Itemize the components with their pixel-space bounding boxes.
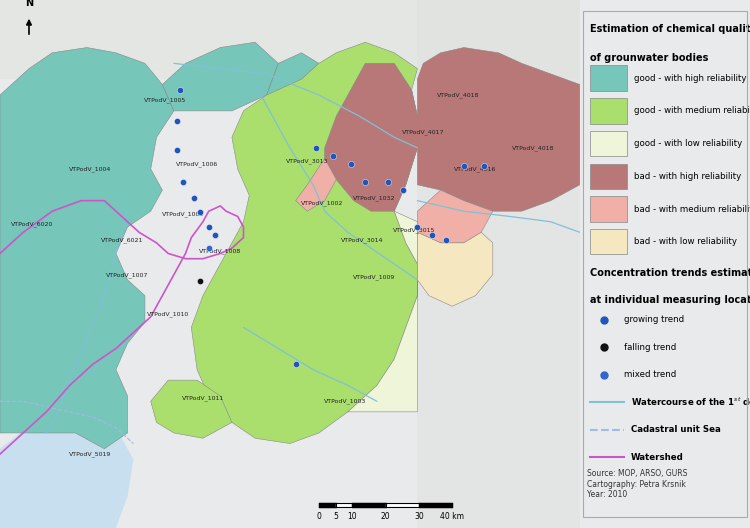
Polygon shape: [418, 232, 493, 306]
Text: VTPodV_1008: VTPodV_1008: [200, 248, 242, 253]
Text: VTPodV_1003: VTPodV_1003: [324, 399, 366, 404]
Text: 0: 0: [316, 512, 321, 521]
Text: Watershed: Watershed: [631, 452, 683, 462]
Text: VTPodV_1001: VTPodV_1001: [161, 211, 204, 216]
Text: VTPodV_1011: VTPodV_1011: [182, 396, 224, 401]
Polygon shape: [418, 190, 493, 243]
Text: VTPodV_4017: VTPodV_4017: [402, 129, 445, 135]
Polygon shape: [325, 63, 418, 211]
Text: VTPodV_1007: VTPodV_1007: [106, 273, 148, 278]
Text: VTPodV_5019: VTPodV_5019: [69, 451, 111, 457]
Text: of grounwater bodies: of grounwater bodies: [590, 53, 708, 63]
Bar: [590, 164, 628, 189]
Text: VTPodV_6020: VTPodV_6020: [10, 222, 53, 227]
Text: N: N: [25, 0, 33, 8]
Text: VTPodV_3013: VTPodV_3013: [286, 158, 328, 164]
Polygon shape: [0, 48, 174, 449]
Text: VTPodV_1004: VTPodV_1004: [69, 166, 111, 172]
Text: bad - with low reliability: bad - with low reliability: [634, 237, 737, 247]
Bar: [418, 0, 580, 528]
Text: 20: 20: [381, 512, 390, 521]
Text: good - with medium reliability: good - with medium reliability: [634, 106, 750, 116]
Polygon shape: [162, 42, 278, 111]
Text: growing trend: growing trend: [624, 315, 684, 325]
Text: Watercourse of the 1$^{st}$ degree: Watercourse of the 1$^{st}$ degree: [631, 395, 750, 410]
Text: VTPodV_1009: VTPodV_1009: [352, 275, 395, 280]
Polygon shape: [348, 211, 418, 412]
Text: VTPodV_4018: VTPodV_4018: [512, 145, 554, 150]
Text: VTPodV_1032: VTPodV_1032: [352, 195, 395, 201]
Text: good - with high reliability: good - with high reliability: [634, 73, 747, 83]
Text: 5: 5: [333, 512, 338, 521]
Text: 40 km: 40 km: [440, 512, 464, 521]
Text: bad - with high reliability: bad - with high reliability: [634, 172, 742, 181]
Bar: [590, 229, 628, 254]
Bar: [0, 0, 580, 79]
Polygon shape: [267, 53, 319, 111]
Text: mixed trend: mixed trend: [624, 370, 676, 380]
Text: Cadastral unit Sea: Cadastral unit Sea: [631, 425, 721, 435]
Bar: [590, 196, 628, 222]
Text: VTPodV_3015: VTPodV_3015: [393, 227, 436, 232]
Polygon shape: [296, 158, 336, 211]
Text: VTPodV_1006: VTPodV_1006: [176, 161, 218, 166]
Text: VTPodV_3014: VTPodV_3014: [341, 238, 383, 243]
Bar: [590, 131, 628, 156]
Text: 10: 10: [347, 512, 357, 521]
Text: good - with low reliability: good - with low reliability: [634, 139, 742, 148]
Text: Estimation of chemical quality: Estimation of chemical quality: [590, 24, 750, 34]
Polygon shape: [151, 380, 232, 438]
Polygon shape: [191, 42, 418, 444]
Text: Concentration trends estimation: Concentration trends estimation: [590, 268, 750, 278]
Text: VTPodV_1005: VTPodV_1005: [144, 98, 186, 103]
Text: Source: MOP, ARSO, GURS
Cartography: Petra Krsnik
Year: 2010: Source: MOP, ARSO, GURS Cartography: Pet…: [586, 469, 687, 499]
Bar: [590, 98, 628, 124]
Polygon shape: [418, 48, 580, 211]
Text: bad - with medium reliability: bad - with medium reliability: [634, 204, 750, 214]
Text: falling trend: falling trend: [624, 343, 676, 352]
Text: VTPodV_1010: VTPodV_1010: [147, 312, 189, 317]
Text: VTPodV_4018: VTPodV_4018: [436, 92, 479, 98]
Text: 30: 30: [414, 512, 424, 521]
Text: at individual measuring locations: at individual measuring locations: [590, 295, 750, 305]
Text: VTPodV_6021: VTPodV_6021: [100, 238, 143, 243]
Bar: [590, 65, 628, 91]
Polygon shape: [0, 412, 134, 528]
Text: VTPodV_1002: VTPodV_1002: [301, 201, 343, 206]
Text: VTPodV_4016: VTPodV_4016: [454, 166, 497, 172]
